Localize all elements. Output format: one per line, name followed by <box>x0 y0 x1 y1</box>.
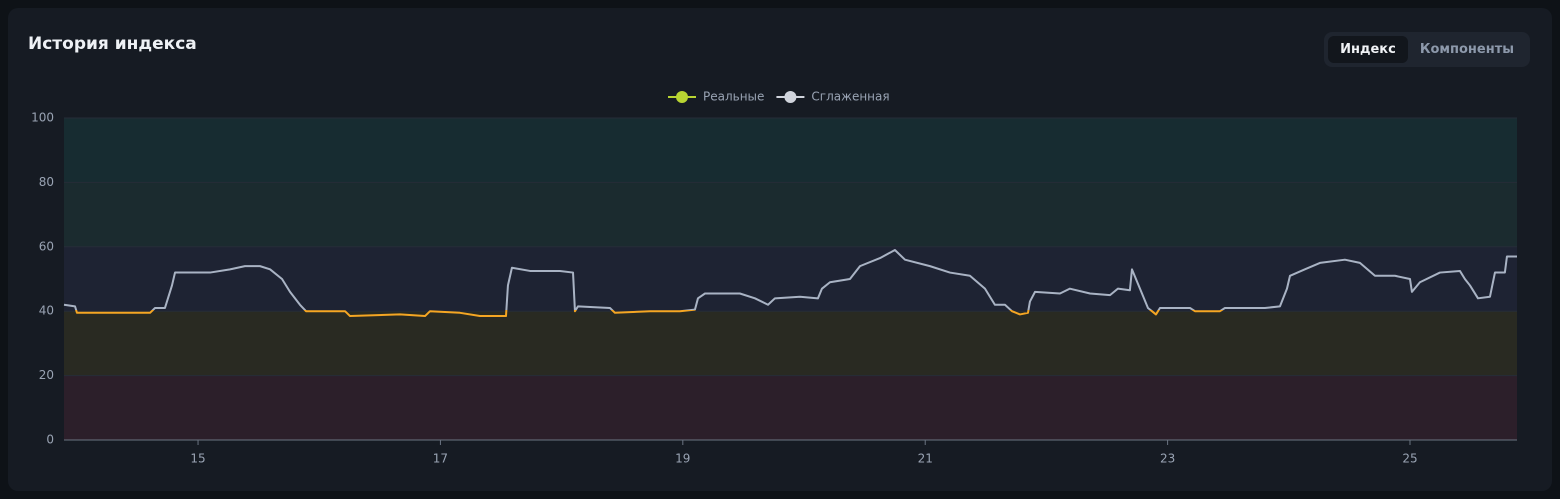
y-tick-label: 0 <box>46 433 54 447</box>
x-tick-label: 25 <box>1402 452 1417 466</box>
card-title: История индекса <box>28 34 197 54</box>
x-tick-label: 15 <box>190 452 205 466</box>
y-tick-label: 60 <box>39 239 54 253</box>
tabs: Индекс Компоненты <box>1324 32 1530 67</box>
zone-band <box>64 375 1517 440</box>
legend-label: Реальные <box>703 90 764 104</box>
legend-marker <box>784 91 797 103</box>
x-tick-label: 23 <box>1160 452 1175 466</box>
zone-band <box>64 118 1517 183</box>
tab[interactable]: Индекс <box>1328 36 1408 63</box>
y-tick-label: 80 <box>39 175 54 189</box>
legend-marker <box>676 91 688 103</box>
y-tick-label: 20 <box>39 368 54 382</box>
x-tick-label: 19 <box>675 452 690 466</box>
x-tick-label: 21 <box>918 452 933 466</box>
index-line <box>63 249 1517 318</box>
y-tick-label: 100 <box>31 111 54 125</box>
x-tick-label: 17 <box>433 452 448 466</box>
zone-band <box>64 311 1517 376</box>
zone-band <box>64 182 1517 247</box>
legend-label: Сглаженная <box>811 90 889 104</box>
tab[interactable]: Компоненты <box>1419 42 1514 57</box>
zone-band <box>64 246 1517 312</box>
y-tick-label: 40 <box>39 304 54 318</box>
